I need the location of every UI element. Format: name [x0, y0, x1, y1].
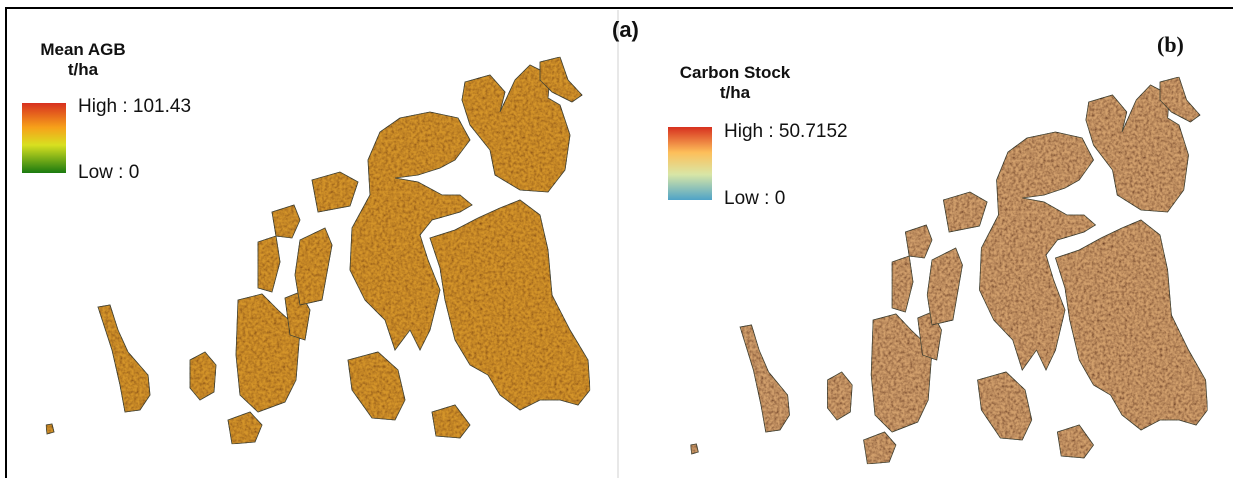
legend-high: High : 50.7152: [724, 121, 848, 142]
legend-title: Carbon Stock: [680, 63, 791, 82]
legend-unit: t/ha: [720, 83, 751, 102]
legend-title: Mean AGB: [40, 40, 125, 59]
panel-label: (b): [1157, 32, 1184, 57]
legend-ramp: [22, 103, 66, 173]
panel-label: (a): [612, 17, 639, 42]
legend-low: Low : 0: [724, 188, 785, 209]
legend-ramp: [668, 127, 712, 200]
legend-low: Low : 0: [78, 162, 139, 183]
legend-unit: t/ha: [68, 60, 99, 79]
legend-high: High : 101.43: [78, 96, 191, 117]
figure: (a) (b) Mean AGB t/ha High : 101.43 Low …: [0, 0, 1233, 478]
